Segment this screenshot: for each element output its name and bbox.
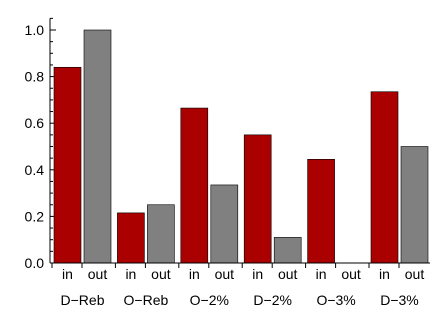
x-group-label: O−3% bbox=[316, 292, 355, 308]
x-sub-label: in bbox=[189, 266, 200, 282]
x-sub-label: out bbox=[88, 266, 108, 282]
x-sub-label: out bbox=[278, 266, 298, 282]
bar-out-3 bbox=[273, 237, 302, 264]
bar-in-0 bbox=[53, 66, 82, 264]
x-sub-label: in bbox=[379, 266, 390, 282]
bar-out-2 bbox=[210, 184, 239, 264]
y-tick-label: 0.2 bbox=[25, 208, 45, 224]
bar-in-3 bbox=[243, 134, 272, 264]
y-tick-label: 0.8 bbox=[25, 69, 45, 85]
bar-in-5 bbox=[370, 91, 399, 264]
bars bbox=[53, 29, 429, 264]
y-tick-label: 0.4 bbox=[25, 162, 45, 178]
bar-in-1 bbox=[117, 212, 145, 264]
x-group-label: O−Reb bbox=[124, 292, 169, 308]
y-axis: 0.0 0.2 0.4 0.6 0.8 1.0 bbox=[25, 17, 56, 271]
x-sub-label: out bbox=[151, 266, 171, 282]
x-sub-label: in bbox=[316, 266, 327, 282]
x-sub-label: out bbox=[341, 266, 361, 282]
y-tick-label: 0.0 bbox=[25, 255, 45, 271]
y-tick-label: 1.0 bbox=[25, 22, 45, 38]
bar-out-1 bbox=[147, 204, 175, 264]
x-sub-label: in bbox=[252, 266, 263, 282]
bar-out-0 bbox=[83, 29, 112, 264]
y-tick-label: 0.6 bbox=[25, 115, 45, 131]
bar-in-2 bbox=[180, 107, 209, 264]
x-sub-label: out bbox=[215, 266, 235, 282]
x-group-label: O−2% bbox=[190, 292, 229, 308]
x-group-label: D−Reb bbox=[61, 292, 105, 308]
x-sub-label: out bbox=[405, 266, 425, 282]
x-sub-label: in bbox=[125, 266, 136, 282]
x-group-label: D−2% bbox=[253, 292, 292, 308]
bar-in-4 bbox=[307, 159, 335, 264]
bar-out-5 bbox=[400, 146, 429, 264]
x-sub-label: in bbox=[62, 266, 73, 282]
x-group-label: D−3% bbox=[380, 292, 419, 308]
